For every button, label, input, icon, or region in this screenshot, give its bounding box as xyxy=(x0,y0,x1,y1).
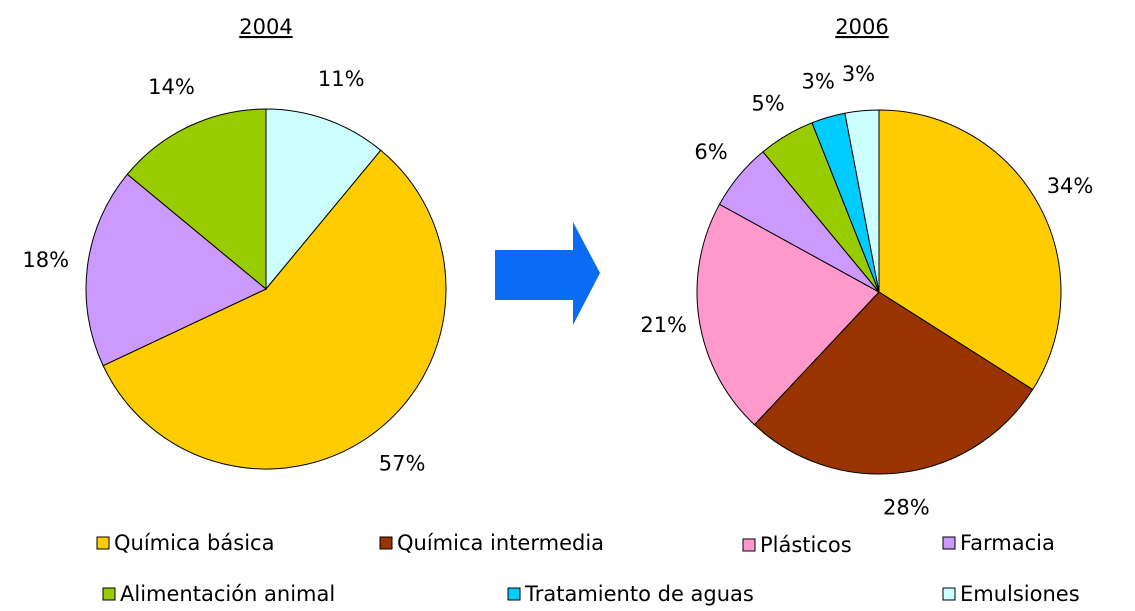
arrow xyxy=(495,222,600,325)
legend-label: Tratamiento de aguas xyxy=(524,582,754,606)
chart-title: 2006 xyxy=(835,15,888,39)
legend-swatch xyxy=(379,536,393,550)
legend-swatch xyxy=(96,536,110,550)
data-label: 6% xyxy=(694,140,727,164)
legend-label: Farmacia xyxy=(960,531,1055,555)
pie-slice xyxy=(85,173,267,367)
legend-label: Química básica xyxy=(114,531,274,555)
data-label: 18% xyxy=(22,248,69,272)
pie-slice xyxy=(753,291,1034,475)
data-label: 14% xyxy=(148,75,195,99)
pie-slice xyxy=(102,149,447,470)
data-label: 57% xyxy=(379,451,426,475)
chart-title: 2004 xyxy=(239,15,292,39)
legend-swatch xyxy=(102,587,116,601)
pie-slice xyxy=(265,108,382,291)
legend-label: Química intermedia xyxy=(397,531,604,555)
pie-slice xyxy=(126,108,267,291)
data-label: 21% xyxy=(640,313,687,337)
data-label: 11% xyxy=(318,67,365,91)
legend-label: Emulsiones xyxy=(960,582,1080,606)
pie-slice xyxy=(878,109,1062,391)
data-label: 34% xyxy=(1047,174,1094,198)
legend-label: Alimentación animal xyxy=(120,582,335,606)
legend-swatch xyxy=(507,587,521,601)
pie-slice xyxy=(696,203,880,426)
data-label: 28% xyxy=(883,495,930,519)
legend-swatch xyxy=(742,538,756,552)
legend-swatch xyxy=(942,587,956,601)
legend-label: Plásticos xyxy=(760,533,852,557)
pie-slice xyxy=(844,109,880,293)
legend-swatch xyxy=(942,536,956,550)
data-label: 5% xyxy=(751,91,784,115)
data-label: 3% xyxy=(802,70,835,94)
data-label: 3% xyxy=(842,62,875,86)
